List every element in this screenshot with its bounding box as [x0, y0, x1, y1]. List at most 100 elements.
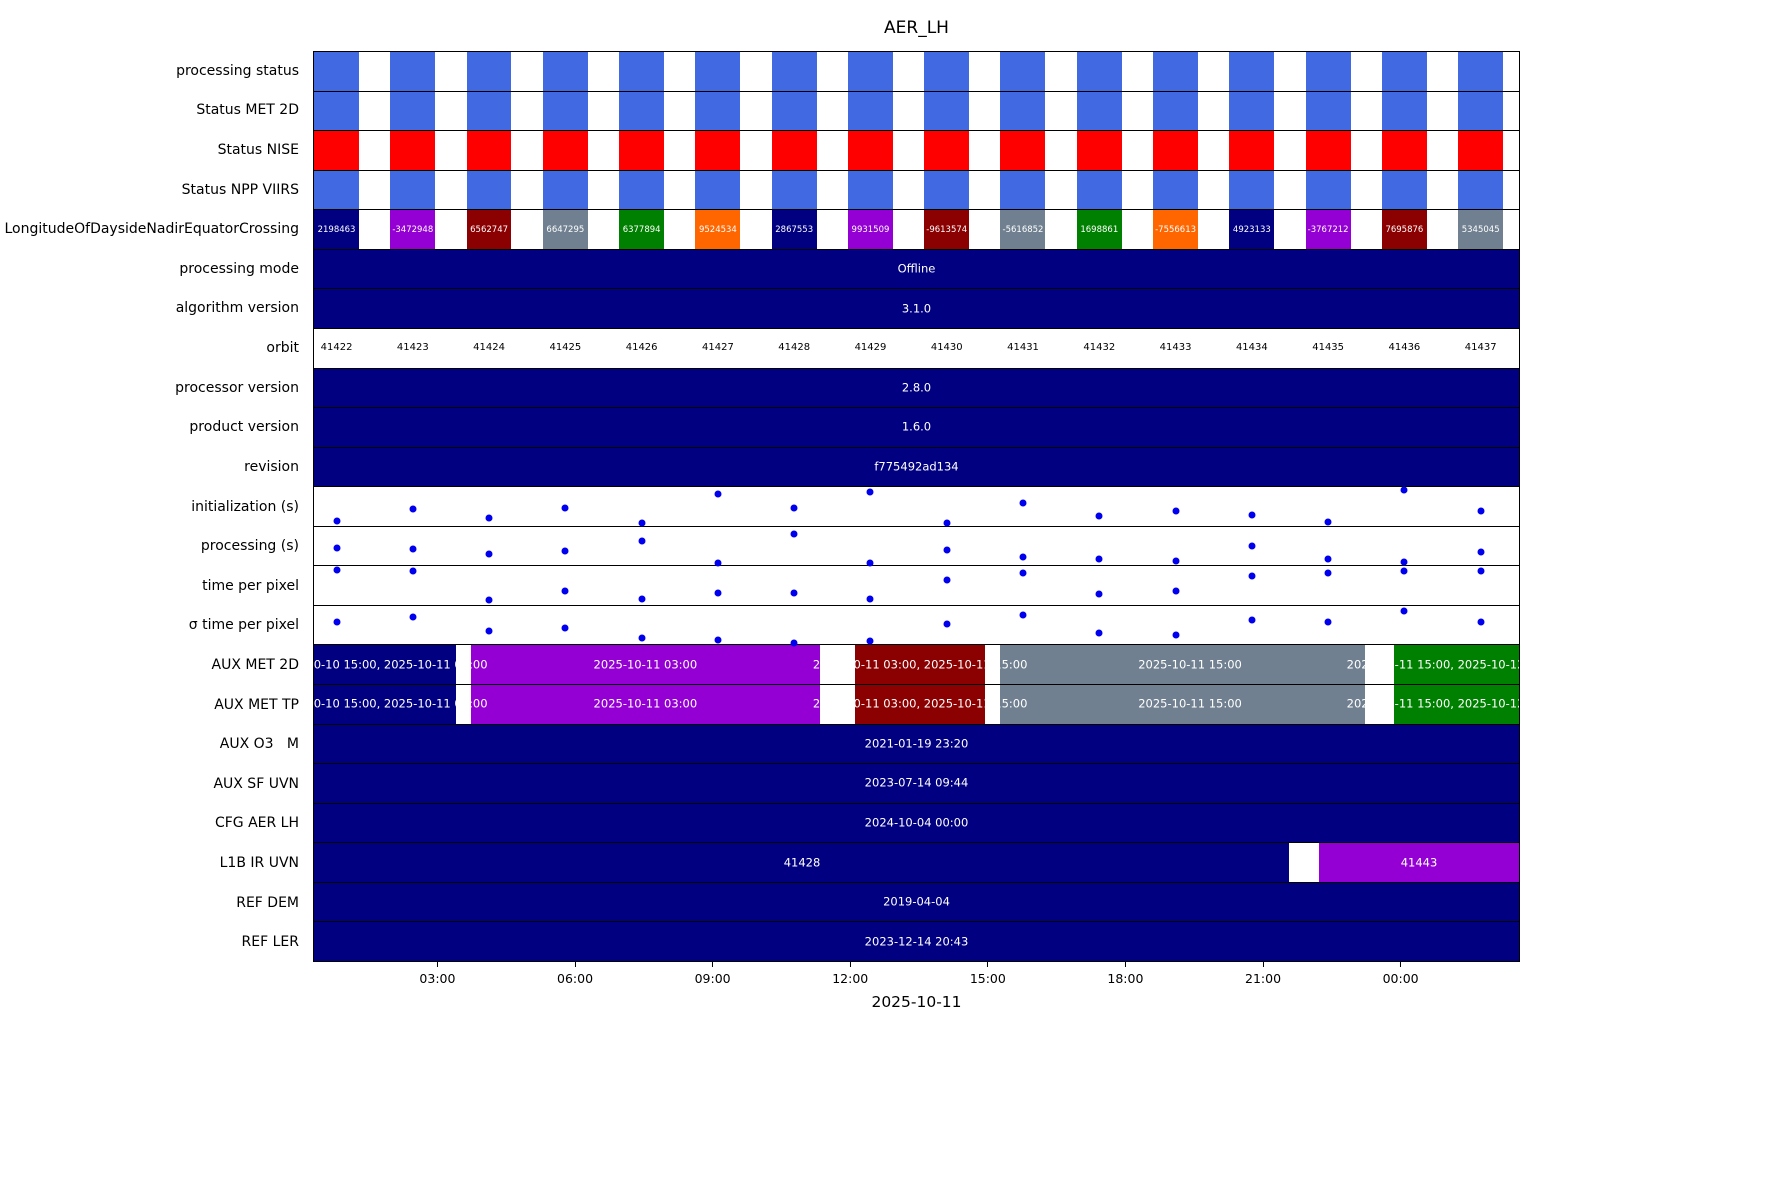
chart-row-full-bar: 2023-07-14 09:44 [314, 764, 1519, 804]
timeline-segment [470, 685, 821, 724]
chart-title: AER_LH [884, 18, 949, 38]
bar-value: 2021-01-19 23:20 [864, 736, 969, 751]
status-block [924, 170, 970, 210]
longitude-block [619, 210, 665, 249]
scatter-dot [1400, 486, 1408, 494]
segment-label: 41428 [783, 854, 821, 869]
chart-row-scatter [314, 486, 1519, 527]
scatter-dot [714, 589, 722, 597]
scatter-dot [1248, 572, 1256, 580]
status-block [771, 170, 817, 210]
status-block [390, 91, 436, 131]
x-tick-mark [987, 962, 989, 967]
status-block [1076, 52, 1122, 91]
status-block [1000, 131, 1046, 170]
scatter-dot [1095, 555, 1103, 563]
orbit-number: 41429 [854, 342, 887, 354]
status-block [466, 170, 512, 210]
chart-row-segments: 2025-10-10 15:00, 2025-10-11 03:00 2025-1… [314, 645, 1519, 685]
chart-row-orbit-blocks [314, 52, 1519, 92]
x-tick: 18:00 [1107, 962, 1143, 986]
orbit-number: 41437 [1464, 342, 1497, 354]
row-label: σ time per pixel [188, 617, 299, 634]
timeline-segment [1318, 843, 1519, 882]
scatter-dot [1477, 567, 1485, 575]
orbit-number: 41422 [320, 342, 353, 354]
longitude-block [1000, 210, 1046, 249]
scatter-dot [1324, 555, 1332, 563]
status-block [314, 91, 359, 131]
row-label: product version [189, 419, 299, 436]
status-block [1305, 131, 1351, 170]
x-tick: 09:00 [695, 962, 731, 986]
longitude-block [1153, 210, 1198, 249]
timeline-segment [314, 685, 457, 724]
chart-row-full-bar: 2024-10-04 00:00 [314, 803, 1519, 844]
x-tick-label: 12:00 [832, 971, 869, 986]
scatter-dot [790, 639, 798, 647]
bar-value: 2.8.0 [901, 380, 932, 395]
scatter-dot [1019, 553, 1027, 561]
orbit-number: 41424 [473, 342, 505, 354]
orbit-number: 41430 [930, 342, 963, 354]
scatter-dot [866, 595, 874, 603]
chart-row-full-bar: Offline [314, 249, 1519, 290]
orbit-number: 41433 [1159, 342, 1192, 354]
status-block [1305, 52, 1351, 91]
status-block [390, 52, 436, 91]
chart-row-full-bar: 2023-12-14 20:43 [314, 922, 1519, 961]
scatter-dot [1324, 618, 1332, 626]
scatter-dot [1324, 518, 1332, 526]
chart-row-full-bar: 2.8.0 [314, 368, 1519, 409]
longitude-block [1229, 210, 1275, 249]
scatter-dot [943, 576, 951, 584]
chart-row-segments: 41428 41443 [314, 843, 1519, 883]
scatter-dot [943, 620, 951, 628]
status-block [1153, 91, 1198, 131]
scatter-dot [1477, 507, 1485, 515]
orbit-number: 41428 [778, 342, 811, 354]
segment-label: 2025-10-11 03:00 [593, 696, 698, 711]
chart-row-full-bar: 3.1.0 [314, 289, 1519, 329]
status-block [390, 131, 436, 170]
row-label: REF DEM [236, 894, 299, 911]
scatter-dot [1172, 631, 1180, 639]
x-tick: 03:00 [419, 962, 455, 986]
scatter-dot [1095, 629, 1103, 637]
status-block [1458, 170, 1504, 210]
row-label: AUX MET 2D [211, 656, 299, 673]
status-block [314, 170, 359, 210]
chart-row-longitude-blocks: 2198463 -3472948 6562747 6647295 6377894 9524… [314, 210, 1519, 250]
status-block [847, 131, 893, 170]
status-block [1229, 131, 1275, 170]
scatter-dot [638, 537, 646, 545]
scatter-dot [485, 550, 493, 558]
status-block [1076, 131, 1122, 170]
scatter-dot [333, 618, 341, 626]
row-label: orbit [266, 340, 299, 357]
x-tick-label: 21:00 [1245, 971, 1282, 986]
scatter-dot [1172, 587, 1180, 595]
longitude-block [1458, 210, 1504, 249]
timeline-segment [314, 843, 1289, 882]
row-label: AUX O3 M [219, 736, 299, 753]
row-labels-column: processing status Status MET 2D Status NIS… [0, 51, 306, 962]
scatter-dot [638, 634, 646, 642]
scatter-dot [1477, 548, 1485, 556]
chart-row-scatter [314, 566, 1519, 606]
longitude-value: -3767212 [1307, 224, 1349, 235]
chart-row-orbit-blocks [314, 170, 1519, 211]
bar-value: 3.1.0 [901, 300, 932, 315]
status-block [847, 170, 893, 210]
status-block [619, 91, 665, 131]
row-label: L1B IR UVN [219, 854, 299, 871]
segment-label: 2025-10-11 15:00 [1138, 656, 1242, 671]
status-block [619, 131, 665, 170]
longitude-value: 9931509 [851, 224, 890, 235]
status-block [695, 91, 741, 131]
status-block [1229, 91, 1275, 131]
orbit-number: 41434 [1235, 342, 1268, 354]
timeline-segment [999, 645, 1365, 684]
longitude-block [314, 210, 359, 249]
chart-row-orbit-labels: 41422 41423 41424 41425 41426 41427 41428 41429… [314, 329, 1519, 369]
